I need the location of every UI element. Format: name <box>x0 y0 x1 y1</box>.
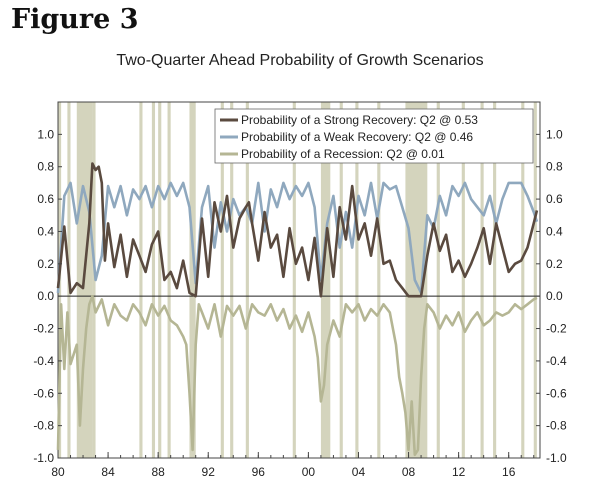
recession-band-17 <box>167 102 171 458</box>
recession-band-15 <box>151 102 156 458</box>
recession-band-10 <box>480 102 484 458</box>
recession-band-4 <box>189 102 196 458</box>
x-tick-label: 92 <box>202 465 216 479</box>
legend-box <box>214 108 534 164</box>
y-tick-label-right: -0.8 <box>546 419 567 433</box>
y-tick-label-right: 0.4 <box>546 224 563 238</box>
recession-band-8 <box>436 102 440 458</box>
y-axis-right: 1.0 0.8 0.6 0.4 0.2 0.0 -0.2 -0.4 -0.6 -0.8 -1.0 <box>536 127 567 465</box>
recession-band-3 <box>92 102 96 458</box>
x-tick-label: 08 <box>402 465 416 479</box>
recession-band-16 <box>158 102 162 458</box>
y-tick-label-left: 0.8 <box>37 160 54 174</box>
y-tick-label-right: 0.8 <box>546 160 563 174</box>
series-line-2 <box>56 294 538 457</box>
y-tick-label-left: 0.4 <box>37 224 54 238</box>
y-tick-label-right: -0.6 <box>546 386 567 400</box>
y-tick-label-right: 0.6 <box>546 192 563 206</box>
x-axis: 80 84 88 92 96 00 04 08 12 16 <box>51 452 535 479</box>
recession-band-22 <box>355 102 359 458</box>
y-tick-label-left: 0.6 <box>37 192 54 206</box>
chart-title: Two-Quarter Ahead Probability of Growth … <box>116 52 484 69</box>
y-tick-label-left: -1.0 <box>33 451 54 465</box>
recession-band-21 <box>339 102 343 458</box>
legend-label-strong: Probability of a Strong Recovery: Q2 @ 0… <box>241 113 478 127</box>
legend-label-weak: Probability of a Weak Recovery: Q2 @ 0.4… <box>241 130 473 144</box>
y-tick-label-left: 0.0 <box>37 289 54 303</box>
recession-band-12 <box>521 102 525 458</box>
x-tick-label: 84 <box>101 465 115 479</box>
y-tick-label-left: -0.2 <box>33 322 54 336</box>
x-tick-label: 12 <box>452 465 466 479</box>
y-tick-label-left: 0.2 <box>37 257 54 271</box>
y-tick-label-left: -0.4 <box>33 354 54 368</box>
y-tick-label-left: 1.0 <box>37 127 54 141</box>
y-tick-label-right: 0.2 <box>546 257 563 271</box>
x-tick-label: 88 <box>151 465 165 479</box>
recession-band-18 <box>230 102 234 458</box>
legend: Probability of a Strong Recovery: Q2 @ 0… <box>214 108 534 164</box>
x-tick-label: 16 <box>502 465 516 479</box>
y-tick-label-right: -0.4 <box>546 354 567 368</box>
series-line-1 <box>56 181 539 295</box>
y-tick-label-left: -0.8 <box>33 419 54 433</box>
y-tick-label-right: -1.0 <box>546 451 567 465</box>
series-lines-layer <box>56 162 539 457</box>
recession-band-14 <box>139 102 143 458</box>
y-tick-label-right: 0.0 <box>546 289 563 303</box>
y-tick-label-left: -0.6 <box>33 386 54 400</box>
recession-band-19 <box>245 102 249 458</box>
series-line-0 <box>56 162 539 298</box>
y-tick-label-right: -0.2 <box>546 322 567 336</box>
recession-band-13 <box>533 102 537 458</box>
figure-label: Figure 3 <box>11 4 139 35</box>
recession-band-9 <box>461 102 465 458</box>
x-tick-label: 80 <box>51 465 65 479</box>
legend-label-recession: Probability of a Recession: Q2 @ 0.01 <box>241 147 445 161</box>
x-tick-label: 04 <box>352 465 366 479</box>
recession-band-11 <box>493 102 497 458</box>
recession-band-23 <box>377 102 381 458</box>
x-tick-label: 96 <box>252 465 266 479</box>
recession-band-5 <box>220 102 224 458</box>
y-tick-label-right: 1.0 <box>546 127 563 141</box>
x-tick-label: 00 <box>302 465 316 479</box>
y-axis-left: 1.0 0.8 0.6 0.4 0.2 0.0 -0.2 -0.4 -0.6 -0.8 -1.0 <box>33 127 62 465</box>
recession-band-6 <box>320 102 331 458</box>
recession-band-20 <box>292 102 296 458</box>
